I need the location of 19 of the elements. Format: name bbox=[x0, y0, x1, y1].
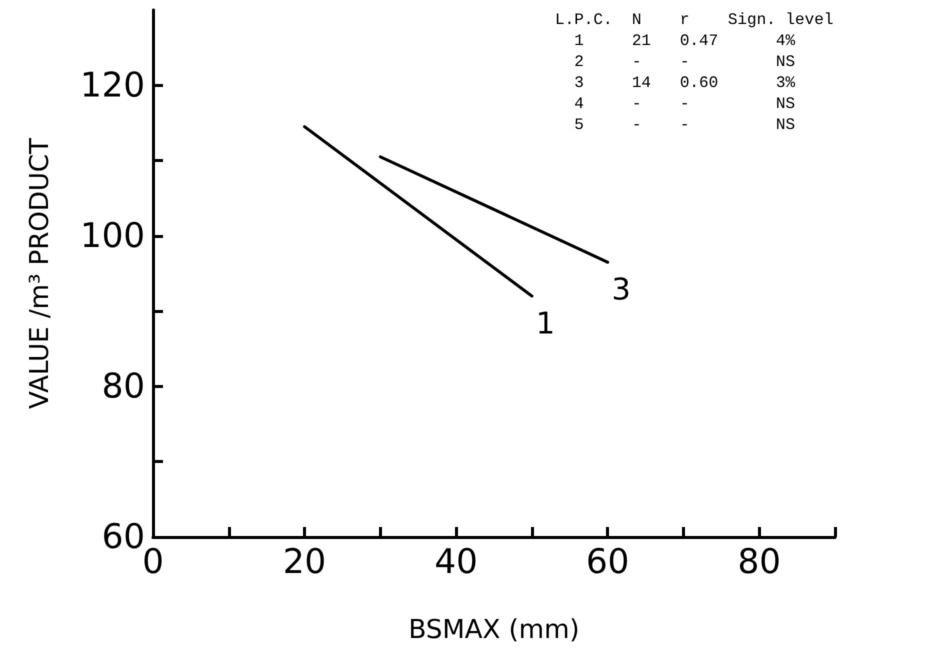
y-axis-title: VALUE /m³ PRODUCT bbox=[25, 138, 55, 409]
x-tick-label: 0 bbox=[142, 542, 164, 582]
x-tick-label: 40 bbox=[434, 542, 478, 582]
x-axis-title: BSMAX (mm) bbox=[408, 615, 580, 645]
annotation: 2 - - NS bbox=[574, 53, 796, 71]
x-tick-label: 60 bbox=[586, 542, 630, 582]
annotation: 5 - - NS bbox=[574, 116, 796, 134]
y-tick-label: 120 bbox=[80, 65, 145, 106]
annotation: L.P.C. N r Sign. level bbox=[555, 11, 834, 29]
y-tick-label: 80 bbox=[102, 366, 145, 406]
annotation: 3 14 0.60 3% bbox=[574, 74, 796, 92]
x-tick-label: 80 bbox=[738, 542, 781, 582]
annotation: 1 21 0.47 4% bbox=[574, 32, 796, 50]
y-tick-label: 100 bbox=[80, 216, 145, 256]
series-label: 3 bbox=[612, 272, 631, 308]
annotation: 4 - - NS bbox=[574, 95, 796, 113]
y-tick-label: 60 bbox=[102, 517, 145, 557]
x-tick-label: 20 bbox=[282, 542, 326, 582]
series-label: 1 bbox=[536, 306, 555, 342]
